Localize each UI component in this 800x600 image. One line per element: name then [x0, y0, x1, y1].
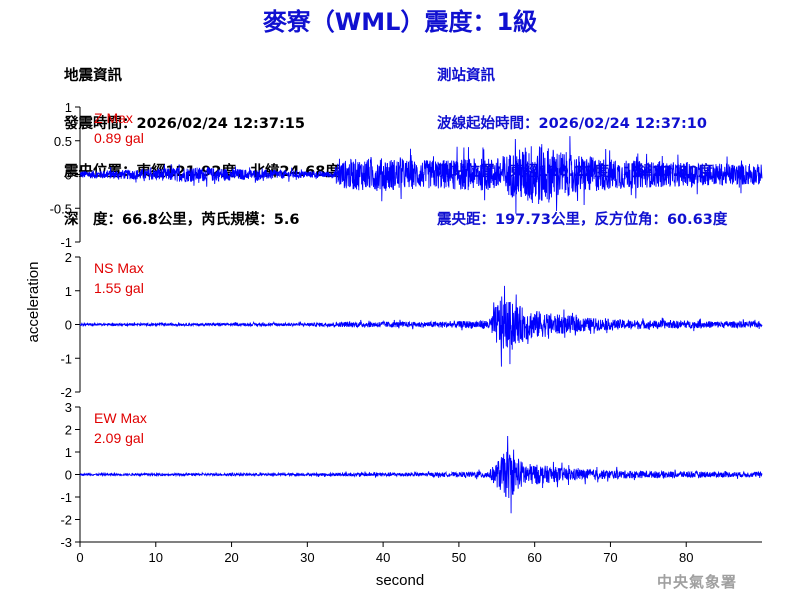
x-tick-label: 0: [76, 550, 83, 565]
max-value: 0.89 gal: [94, 130, 144, 146]
origin-time: 發震時間：2026/02/24 12:37:15: [64, 116, 305, 132]
x-tick-label: 50: [452, 550, 466, 565]
y-tick-label: 0: [65, 468, 72, 483]
y-axis-label: acceleration: [25, 262, 42, 343]
waveform-ns: [79, 285, 763, 367]
y-tick-label: 2: [65, 423, 72, 438]
y-tick-label: -1: [60, 235, 72, 250]
x-tick-label: 80: [679, 550, 693, 565]
earthquake-info-heading: 地震資訊: [64, 68, 122, 84]
panel-ew: 3 2 1 0 -1 -2 -3 EW Max 2.09 gal: [60, 400, 763, 550]
y-tick-label: 0: [65, 168, 72, 183]
y-tick-label: -2: [60, 385, 72, 400]
waveform-ew: [79, 435, 763, 514]
agency-watermark: 中央氣象署: [657, 573, 738, 591]
x-tick-label: 30: [300, 550, 314, 565]
wave-start-time: 波線起始時間：2026/02/24 12:37:10: [437, 116, 707, 132]
x-tick-label: 60: [527, 550, 541, 565]
y-tick-label: -1: [60, 490, 72, 505]
page-title: 麥寮（WML）震度：1級: [262, 8, 538, 36]
waveform-z: [79, 136, 763, 214]
y-tick-label: -0.5: [50, 201, 72, 216]
panel-ns: 2 1 0 -1 -2 NS Max 1.55 gal: [60, 250, 763, 400]
panel-z: 1 0.5 0 -0.5 -1 Z Max 0.89 gal: [50, 100, 763, 250]
max-label: EW Max: [94, 410, 147, 426]
x-tick-label: 20: [224, 550, 238, 565]
y-tick-label: -2: [60, 513, 72, 528]
y-tick-label: 3: [65, 400, 72, 415]
y-tick-label: 1: [65, 445, 72, 460]
y-tick-label: 1: [65, 100, 72, 115]
y-tick-label: 0.5: [54, 134, 72, 149]
station-info-heading: 測站資訊: [437, 68, 495, 84]
y-tick-label: 2: [65, 250, 72, 265]
distance-azimuth: 震央距：197.73公里，反方位角：60.63度: [437, 212, 728, 228]
max-value: 1.55 gal: [94, 280, 144, 296]
x-axis-label: second: [376, 572, 424, 589]
x-axis: 0 10 20 30 40 50 60 70 80: [76, 541, 762, 565]
depth-magnitude: 深 度：66.8公里，芮氏規模：5.6: [64, 212, 300, 228]
max-value: 2.09 gal: [94, 430, 144, 446]
y-tick-label: -3: [60, 535, 72, 550]
y-tick-label: -1: [60, 351, 72, 366]
max-label: NS Max: [94, 260, 144, 276]
x-tick-label: 10: [149, 550, 163, 565]
x-tick-label: 70: [603, 550, 617, 565]
panels: 1 0.5 0 -0.5 -1 Z Max 0.89 gal 2 1 0 -1 -2 NS Max 1.5…: [50, 100, 763, 550]
x-tick-label: 40: [376, 550, 390, 565]
earthquake-info: 地震資訊 發震時間：2026/02/24 12:37:15 震央位置：東經121…: [64, 36, 340, 244]
y-tick-label: 0: [65, 318, 72, 333]
max-label: Z Max: [94, 110, 133, 126]
y-tick-label: 1: [65, 284, 72, 299]
